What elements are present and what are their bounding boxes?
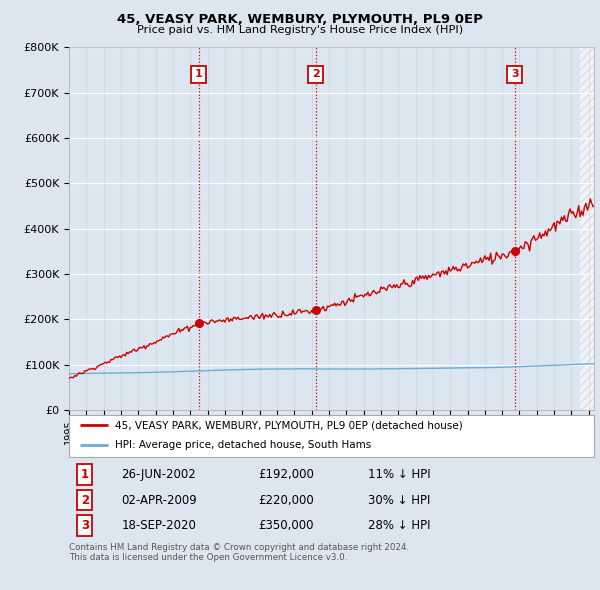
Text: 1: 1 xyxy=(80,468,89,481)
Text: 18-SEP-2020: 18-SEP-2020 xyxy=(121,519,196,532)
Text: 3: 3 xyxy=(511,70,518,80)
Text: 26-JUN-2002: 26-JUN-2002 xyxy=(121,468,196,481)
Text: HPI: Average price, detached house, South Hams: HPI: Average price, detached house, Sout… xyxy=(115,440,371,450)
Text: 2: 2 xyxy=(80,493,89,507)
Text: 1: 1 xyxy=(195,70,203,80)
Text: £192,000: £192,000 xyxy=(258,468,314,481)
Text: 28% ↓ HPI: 28% ↓ HPI xyxy=(368,519,431,532)
Text: 02-APR-2009: 02-APR-2009 xyxy=(121,493,197,507)
Text: £220,000: £220,000 xyxy=(258,493,314,507)
Text: Contains HM Land Registry data © Crown copyright and database right 2024.
This d: Contains HM Land Registry data © Crown c… xyxy=(69,543,409,562)
Text: 45, VEASY PARK, WEMBURY, PLYMOUTH, PL9 0EP: 45, VEASY PARK, WEMBURY, PLYMOUTH, PL9 0… xyxy=(117,13,483,26)
Text: Price paid vs. HM Land Registry's House Price Index (HPI): Price paid vs. HM Land Registry's House … xyxy=(137,25,463,35)
Text: 11% ↓ HPI: 11% ↓ HPI xyxy=(368,468,431,481)
Text: 30% ↓ HPI: 30% ↓ HPI xyxy=(368,493,431,507)
Text: £350,000: £350,000 xyxy=(258,519,314,532)
Text: 3: 3 xyxy=(80,519,89,532)
Text: 2: 2 xyxy=(312,70,320,80)
Text: 45, VEASY PARK, WEMBURY, PLYMOUTH, PL9 0EP (detached house): 45, VEASY PARK, WEMBURY, PLYMOUTH, PL9 0… xyxy=(115,421,463,430)
